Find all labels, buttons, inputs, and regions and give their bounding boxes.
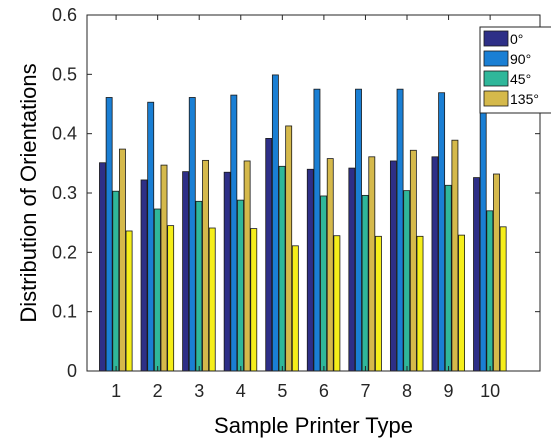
bar-0deg-cat-8 <box>389 160 397 372</box>
bar-0deg-cat-6 <box>306 168 314 372</box>
bar-45deg-cat-2 <box>153 208 161 372</box>
bar-90deg-cat-3 <box>188 97 196 372</box>
bar-0deg-cat-10 <box>473 177 480 372</box>
bar-series-5-cat-2 <box>167 225 175 372</box>
x-tick-label: 4 <box>236 381 246 401</box>
bar-series-5-cat-6 <box>333 235 341 372</box>
bar-90deg-cat-10 <box>479 101 487 372</box>
legend-label: 90° <box>510 51 531 67</box>
bar-135deg-cat-4 <box>243 160 251 372</box>
legend-label: 45° <box>510 71 531 87</box>
bar-0deg-cat-2 <box>140 179 148 372</box>
y-tick-label: 0.1 <box>52 302 77 322</box>
x-tick-label: 10 <box>480 381 500 401</box>
y-tick-label: 0.2 <box>52 242 77 262</box>
x-tick-label: 7 <box>360 381 370 401</box>
bar-45deg-cat-7 <box>361 194 369 372</box>
bar-135deg-cat-3 <box>202 159 209 372</box>
bar-90deg-cat-6 <box>313 88 321 372</box>
bar-series-5-cat-7 <box>375 235 382 372</box>
bar-series-5-cat-10 <box>499 226 507 372</box>
legend-swatch <box>483 30 509 47</box>
bar-45deg-cat-3 <box>195 200 203 372</box>
y-tick-label: 0.4 <box>52 124 77 144</box>
y-tick-label: 0.3 <box>52 183 77 203</box>
x-tick-label: 8 <box>402 381 412 401</box>
bar-0deg-cat-9 <box>431 156 439 372</box>
bar-0deg-cat-3 <box>182 171 190 372</box>
bar-series-5-cat-3 <box>208 227 216 372</box>
bar-90deg-cat-7 <box>355 88 362 372</box>
legend-swatch <box>483 70 509 87</box>
bar-90deg-cat-4 <box>230 94 238 372</box>
bar-135deg-cat-1 <box>119 148 126 372</box>
legend: 0° 90° 45° 135° <box>479 26 551 114</box>
bar-135deg-cat-5 <box>285 125 293 372</box>
x-tick-label: 6 <box>319 381 329 401</box>
bar-135deg-cat-8 <box>409 149 417 372</box>
x-tick-label: 2 <box>153 381 163 401</box>
axes-group: 0 0.1 0.2 0.3 0.4 0.5 0.6 1 2 3 4 5 6 7 8 9 10 <box>52 5 540 401</box>
x-tick-label: 5 <box>277 381 287 401</box>
legend-swatch <box>483 90 509 107</box>
bar-series-group <box>99 74 507 372</box>
legend-label: 0° <box>510 31 523 47</box>
bar-90deg-cat-1 <box>105 97 113 372</box>
bar-90deg-cat-9 <box>438 92 446 372</box>
x-tick-label: 9 <box>444 381 454 401</box>
bar-45deg-cat-6 <box>320 195 328 372</box>
bar-45deg-cat-8 <box>403 190 411 372</box>
bar-45deg-cat-5 <box>278 165 286 372</box>
y-tick-label: 0.5 <box>52 64 77 84</box>
bar-45deg-cat-1 <box>112 190 120 372</box>
bar-90deg-cat-2 <box>147 101 155 372</box>
y-axis-label: Distribution of Orientations <box>16 63 41 322</box>
bar-series-5-cat-1 <box>125 230 133 372</box>
x-tick-label: 3 <box>194 381 204 401</box>
bar-45deg-cat-9 <box>444 184 452 372</box>
x-tick-label: 1 <box>111 381 121 401</box>
bar-0deg-cat-1 <box>99 162 106 372</box>
bar-0deg-cat-5 <box>265 138 273 372</box>
bar-135deg-cat-9 <box>451 139 459 372</box>
y-tick-label: 0 <box>67 361 77 381</box>
y-tick-label: 0.6 <box>52 5 77 25</box>
bar-135deg-cat-10 <box>493 173 500 372</box>
x-axis-label: Sample Printer Type <box>214 413 413 438</box>
bar-90deg-cat-8 <box>396 88 404 372</box>
bar-45deg-cat-10 <box>486 210 494 372</box>
bar-135deg-cat-7 <box>368 156 376 372</box>
bar-series-5-cat-4 <box>250 228 258 372</box>
bar-0deg-cat-4 <box>223 171 231 372</box>
bar-series-5-cat-9 <box>458 234 465 372</box>
bar-135deg-cat-6 <box>326 158 334 372</box>
legend-label: 135° <box>510 91 539 107</box>
bar-90deg-cat-5 <box>271 74 279 372</box>
bar-series-5-cat-5 <box>291 245 299 372</box>
bar-135deg-cat-2 <box>160 164 168 372</box>
bar-series-5-cat-8 <box>416 235 424 372</box>
legend-swatch <box>483 50 509 67</box>
bar-0deg-cat-7 <box>348 167 356 372</box>
bar-45deg-cat-4 <box>237 199 244 372</box>
